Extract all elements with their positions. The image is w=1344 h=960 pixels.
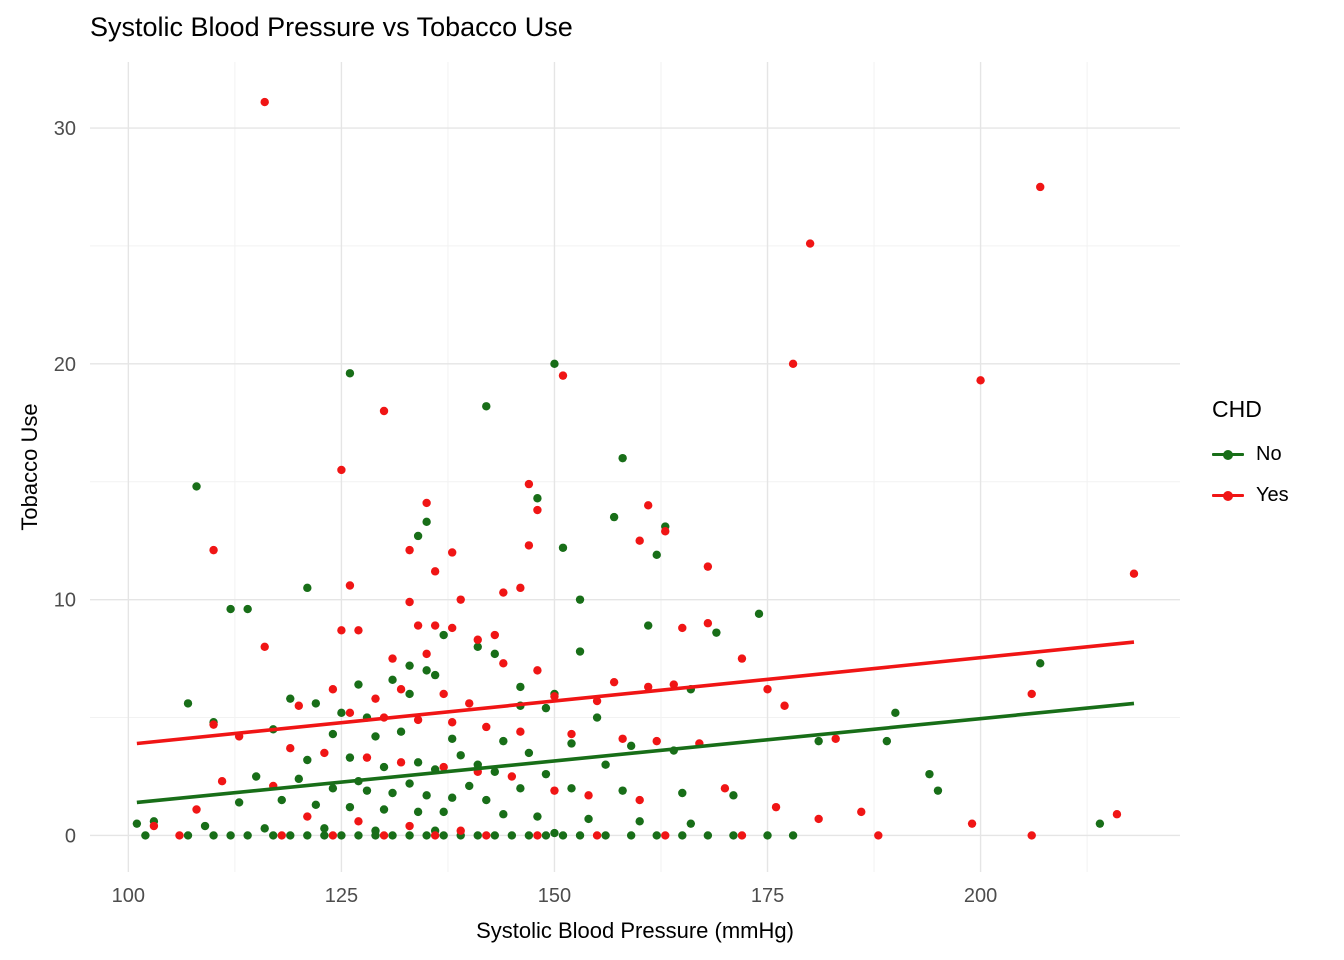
legend-item-no: No [1212,443,1289,466]
legend-swatch-yes-icon [1212,488,1244,504]
svg-text:200: 200 [964,885,997,907]
x-axis-title: Systolic Blood Pressure (mmHg) [476,918,794,943]
svg-text:150: 150 [538,885,571,907]
legend-swatch-no-icon [1212,447,1244,463]
legend-label-no: No [1256,443,1282,465]
svg-text:125: 125 [325,885,358,907]
svg-text:10: 10 [54,590,76,612]
y-axis-title: Tobacco Use [17,403,42,531]
svg-text:20: 20 [54,354,76,376]
svg-text:30: 30 [54,118,76,140]
legend-title: CHD [1212,396,1262,422]
svg-text:175: 175 [751,885,784,907]
svg-text:0: 0 [65,825,76,847]
legend-item-yes: Yes [1212,484,1289,507]
legend: CHD No Yes [1212,396,1289,525]
svg-text:100: 100 [112,885,145,907]
chart-title: Systolic Blood Pressure vs Tobacco Use [90,12,573,42]
legend-label-yes: Yes [1256,484,1289,506]
